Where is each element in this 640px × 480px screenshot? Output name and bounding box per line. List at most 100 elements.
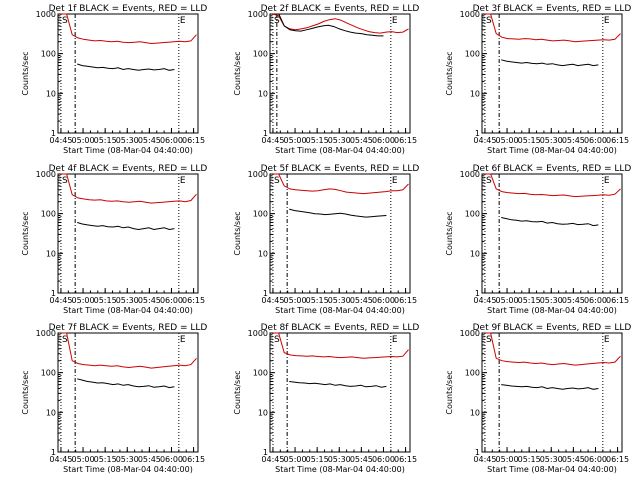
x-tick-label: 04:45 <box>49 136 72 145</box>
x-tick-label: 05:45 <box>350 136 373 145</box>
y-tick-label: 10 <box>258 249 268 258</box>
panel-title: Det 1f BLACK = Events, RED = LLD <box>49 4 208 14</box>
x-tick-label: 05:30 <box>540 296 563 305</box>
x-tick-label: 05:15 <box>518 296 541 305</box>
x-tick-label: 05:00 <box>496 136 519 145</box>
x-tick-label: 04:45 <box>261 296 284 305</box>
marker-label: S <box>62 176 68 186</box>
y-tick-label: 10 <box>46 249 56 258</box>
x-tick-label: 06:15 <box>394 455 417 464</box>
x-tick-label: 06:15 <box>606 136 629 145</box>
x-tick-label: 05:15 <box>94 296 117 305</box>
x-tick-label: 05:00 <box>72 296 95 305</box>
plot-frame <box>57 13 199 134</box>
x-tick-label: 05:00 <box>496 455 519 464</box>
events-series-line <box>77 378 175 389</box>
x-tick-label: 06:00 <box>372 296 395 305</box>
x-tick-label: 04:45 <box>261 455 284 464</box>
y-tick-label: 10 <box>470 249 480 258</box>
x-tick-label: 05:15 <box>306 455 329 464</box>
y-tick-label: 1 <box>475 129 480 138</box>
events-series-line <box>278 13 384 37</box>
x-tick-label: 04:45 <box>473 136 496 145</box>
x-tick-label: 04:45 <box>49 296 72 305</box>
y-tick-label: 1000 <box>36 329 56 338</box>
y-tick-label: 100 <box>41 50 56 59</box>
events-series-line <box>501 59 599 67</box>
plot-frame <box>57 173 199 294</box>
x-tick-label: 04:45 <box>473 455 496 464</box>
x-tick-label: 06:00 <box>160 455 183 464</box>
y-tick-label: 1000 <box>460 170 480 179</box>
panel-title: Det 8f BLACK = Events, RED = LLD <box>261 323 420 333</box>
y-tick-label: 1000 <box>460 329 480 338</box>
lld-series-line <box>60 173 197 204</box>
panel-3: Det 3f BLACK = Events, RED = LLD 1 10 100 10… <box>445 4 631 155</box>
x-tick-label: 05:45 <box>138 455 161 464</box>
x-axis-label: Start Time (08-Mar-04 04:40:00) <box>63 306 193 315</box>
y-axis-label: Counts/sec <box>233 370 242 414</box>
events-series-line <box>77 63 175 71</box>
x-tick-label: 05:15 <box>306 296 329 305</box>
lld-series-line <box>484 173 621 198</box>
x-tick-label: 05:45 <box>138 136 161 145</box>
marker-label: S <box>486 16 492 26</box>
y-tick-label: 1 <box>263 289 268 298</box>
x-tick-label: 05:30 <box>540 136 563 145</box>
x-tick-label: 05:30 <box>116 136 139 145</box>
panel-title: Det 4f BLACK = Events, RED = LLD <box>49 164 208 174</box>
x-axis-label: Start Time (08-Mar-04 04:40:00) <box>487 306 617 315</box>
y-tick-label: 100 <box>253 50 268 59</box>
y-tick-label: 10 <box>46 408 56 417</box>
x-tick-label: 06:00 <box>584 296 607 305</box>
x-tick-label: 05:30 <box>116 455 139 464</box>
y-tick-label: 10 <box>46 89 56 98</box>
y-tick-label: 100 <box>253 369 268 378</box>
y-tick-label: 1 <box>263 129 268 138</box>
y-tick-label: 100 <box>465 50 480 59</box>
events-series-line <box>289 381 387 388</box>
x-tick-label: 06:00 <box>372 136 395 145</box>
x-tick-label: 05:00 <box>284 136 307 145</box>
plot-frame <box>481 332 623 453</box>
x-axis-label: Start Time (08-Mar-04 04:40:00) <box>275 146 405 155</box>
y-tick-label: 1000 <box>460 10 480 19</box>
x-tick-label: 06:15 <box>394 296 417 305</box>
y-axis-label: Counts/sec <box>233 51 242 95</box>
x-tick-label: 05:30 <box>328 136 351 145</box>
y-tick-label: 100 <box>465 210 480 219</box>
x-tick-label: 05:30 <box>328 455 351 464</box>
x-tick-label: 06:15 <box>606 296 629 305</box>
x-tick-label: 06:15 <box>182 136 205 145</box>
panel-8: Det 8f BLACK = Events, RED = LLD 1 10 100 10… <box>233 323 419 474</box>
x-tick-label: 05:30 <box>328 296 351 305</box>
panel-7: Det 7f BLACK = Events, RED = LLD 1 10 100 10… <box>21 323 207 474</box>
y-tick-label: 1000 <box>36 10 56 19</box>
x-tick-label: 05:45 <box>562 455 585 464</box>
panel-5: Det 5f BLACK = Events, RED = LLD 1 10 100 10… <box>233 164 419 315</box>
marker-label: E <box>604 176 610 186</box>
x-tick-label: 05:00 <box>72 455 95 464</box>
y-tick-label: 1 <box>263 448 268 457</box>
marker-label: E <box>604 335 610 345</box>
x-axis-label: Start Time (08-Mar-04 04:40:00) <box>63 465 193 474</box>
y-tick-label: 100 <box>253 210 268 219</box>
lld-series-line <box>484 13 621 43</box>
x-tick-label: 05:15 <box>94 136 117 145</box>
x-tick-label: 05:30 <box>116 296 139 305</box>
x-axis-label: Start Time (08-Mar-04 04:40:00) <box>275 306 405 315</box>
y-tick-label: 10 <box>470 89 480 98</box>
x-tick-label: 06:00 <box>160 136 183 145</box>
marker-label: E <box>180 335 186 345</box>
y-tick-label: 1 <box>51 129 56 138</box>
y-tick-label: 100 <box>41 369 56 378</box>
x-tick-label: 06:00 <box>372 455 395 464</box>
x-tick-label: 05:45 <box>562 296 585 305</box>
x-tick-label: 06:15 <box>182 455 205 464</box>
y-tick-label: 10 <box>258 408 268 417</box>
panel-title: Det 5f BLACK = Events, RED = LLD <box>261 164 420 174</box>
plot-frame <box>269 173 411 294</box>
y-tick-label: 100 <box>465 369 480 378</box>
x-tick-label: 05:30 <box>540 455 563 464</box>
